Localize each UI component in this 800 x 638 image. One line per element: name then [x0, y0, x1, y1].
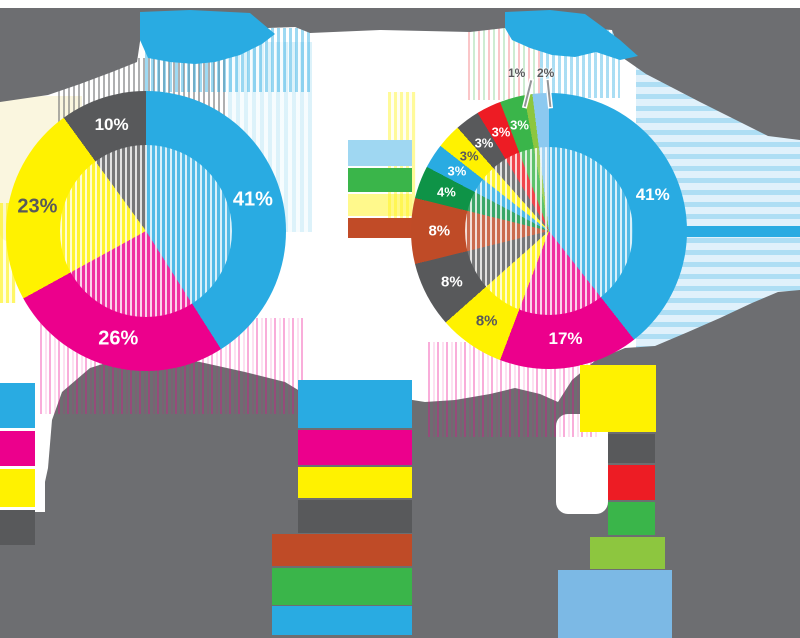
fan-stripes — [60, 145, 232, 317]
segment-percent-label: 10% — [94, 115, 129, 135]
legend-swatch — [272, 534, 412, 566]
legend-swatch — [0, 383, 35, 428]
callout-label-1pct: 1% — [508, 66, 526, 80]
legend-swatch — [0, 510, 35, 545]
legend-swatch — [0, 431, 35, 466]
legend-swatch — [272, 606, 412, 635]
callout-label-2pct: 2% — [537, 66, 555, 80]
segment-percent-label: 41% — [232, 188, 273, 211]
donut-chart-left: 41% 26% 23% 10% — [6, 91, 286, 371]
segment-percent-label: 3% — [459, 148, 479, 164]
segment-percent-label: 41% — [635, 185, 670, 205]
legend-swatch — [608, 465, 655, 500]
segment-percent-label: 26% — [98, 327, 139, 350]
smear-band-yellow — [348, 194, 412, 216]
segment-percent-label: 8% — [428, 222, 451, 240]
white-gap — [35, 380, 45, 512]
legend-swatch — [0, 469, 35, 507]
donut-chart-right: 41% 17% 8% 8% 8% 4% 3% 3% 3% 3% 3% — [411, 93, 687, 369]
smear-band-lightblue — [348, 140, 412, 166]
segment-percent-label: 4% — [437, 184, 456, 200]
segment-percent-label: 17% — [548, 329, 583, 349]
smear-band-green — [348, 168, 412, 192]
legend-swatch — [298, 380, 412, 428]
legend-swatch — [298, 467, 412, 498]
legend-swatch — [580, 365, 656, 432]
segment-percent-label: 3% — [510, 117, 529, 133]
legend-swatch — [298, 430, 412, 465]
segment-percent-label: 3% — [447, 163, 467, 179]
segment-percent-label: 3% — [491, 124, 511, 140]
segment-percent-label: 8% — [475, 312, 498, 330]
legend-swatch — [608, 434, 655, 463]
legend-swatch — [590, 537, 665, 569]
donut-hole-fan — [60, 145, 232, 317]
segment-percent-label: 8% — [441, 273, 463, 291]
legend-swatch — [558, 570, 672, 638]
segment-percent-label: 23% — [17, 195, 58, 218]
segment-percent-label: 3% — [474, 135, 494, 151]
smear-blue-band — [686, 226, 800, 237]
fan-stripes — [465, 147, 633, 315]
legend-swatch — [272, 568, 412, 605]
donut-hole-fan — [465, 147, 633, 315]
legend-swatch — [608, 502, 655, 535]
legend-swatch — [298, 500, 412, 533]
smear-band-orange — [348, 218, 412, 238]
